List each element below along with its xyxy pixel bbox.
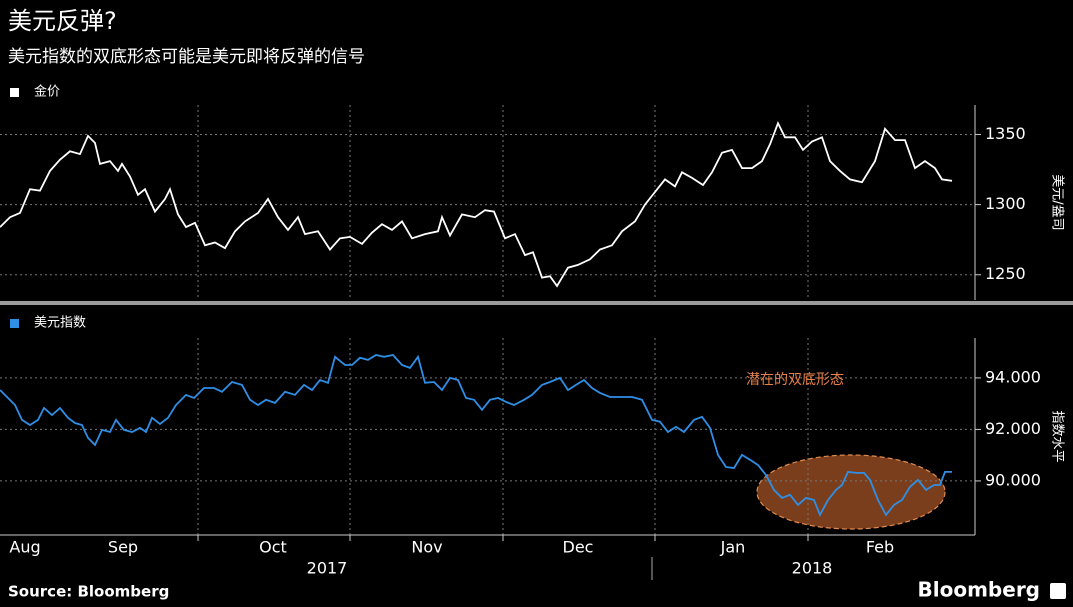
- year-label: 2018: [792, 559, 833, 578]
- legend-swatch: [10, 319, 19, 328]
- y-tick-label: 1350: [985, 124, 1026, 143]
- logo: Bloomberg: [918, 578, 1040, 602]
- x-tick-label: Feb: [866, 538, 894, 557]
- y-tick-label: 1250: [985, 264, 1026, 283]
- y-tick-label: 1300: [985, 194, 1026, 213]
- line: [0, 354, 952, 518]
- x-tick-label: Oct: [259, 538, 287, 557]
- legend-label: 金价: [34, 84, 60, 100]
- panel-separator: [0, 301, 1073, 305]
- annotation-ellipse: [756, 454, 946, 530]
- line: [0, 120, 953, 288]
- legend-swatch: [10, 88, 19, 97]
- year-label: 2017: [307, 559, 348, 578]
- y-axis-label: 美元/盎司: [1050, 174, 1065, 230]
- legend-label: 美元指数: [34, 316, 86, 331]
- x-tick-label: Nov: [411, 538, 442, 557]
- annotation: 潜在的双底形态: [746, 372, 844, 388]
- x-tick-label: Aug: [9, 538, 40, 557]
- y-tick-label: 94.000: [985, 367, 1041, 386]
- x-tick-label: Jan: [720, 538, 746, 557]
- y-axis-label: 指数水平: [1050, 410, 1065, 462]
- source: Source: Bloomberg: [8, 583, 169, 601]
- subtitle: 美元指数的双底形态可能是美元即将反弹的信号: [8, 47, 365, 67]
- logo-icon: [1050, 583, 1066, 599]
- y-tick-label: 90.000: [985, 470, 1041, 489]
- x-tick-label: Sep: [108, 538, 138, 557]
- chart-title: 美元反弹?: [8, 7, 117, 35]
- x-tick-label: Dec: [563, 538, 594, 557]
- y-tick-label: 92.000: [985, 419, 1041, 438]
